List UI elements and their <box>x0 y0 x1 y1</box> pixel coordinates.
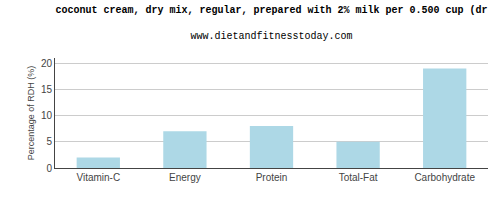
svg-text:www.dietandfitnesstoday.com: www.dietandfitnesstoday.com <box>190 31 352 42</box>
svg-text:15: 15 <box>41 84 53 95</box>
svg-text:Percentage of RDH (%): Percentage of RDH (%) <box>26 66 36 161</box>
svg-text:20: 20 <box>41 58 53 69</box>
svg-text:Vitamin-C: Vitamin-C <box>76 172 120 183</box>
svg-text:10: 10 <box>41 110 53 121</box>
svg-text:0: 0 <box>46 163 52 174</box>
svg-text:5: 5 <box>46 136 52 147</box>
svg-text:Protein: Protein <box>256 172 288 183</box>
svg-text:Carbohydrate: Carbohydrate <box>414 172 475 183</box>
svg-text:coconut cream, dry mix, regula: coconut cream, dry mix, regular, prepare… <box>55 5 487 16</box>
svg-text:Energy: Energy <box>169 172 201 183</box>
svg-text:Total-Fat: Total-Fat <box>339 172 378 183</box>
